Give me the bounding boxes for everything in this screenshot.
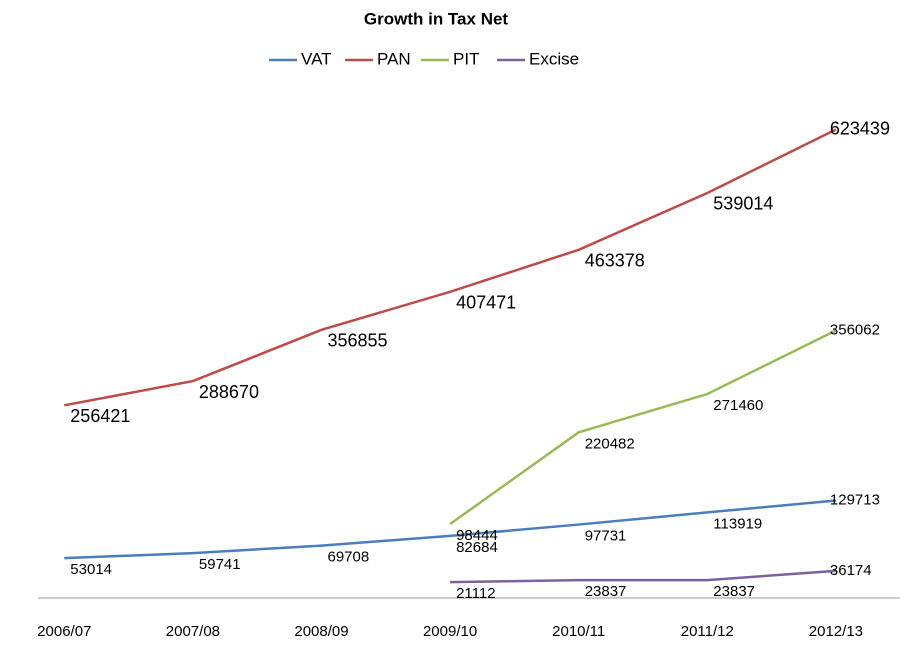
data-label: 129713	[830, 491, 880, 508]
x-tick-label: 2012/13	[809, 623, 863, 640]
x-tick-label: 2007/08	[166, 623, 220, 640]
series-line	[449, 329, 837, 526]
data-label: 36174	[830, 562, 872, 579]
data-label: 97731	[585, 528, 627, 545]
legend-label: PAN	[377, 49, 411, 68]
x-tick-label: 2008/09	[294, 623, 348, 640]
data-label: 59741	[199, 556, 241, 573]
series-line	[64, 128, 837, 407]
series-line	[450, 569, 836, 584]
data-label: 53014	[70, 561, 112, 578]
data-label: 623439	[830, 118, 890, 138]
data-label: 463378	[585, 251, 645, 271]
x-tick-label: 2009/10	[423, 623, 477, 640]
data-label: 356062	[830, 321, 880, 338]
legend-label: PIT	[453, 49, 479, 68]
data-label: 407471	[456, 293, 516, 313]
data-label: 113919	[713, 515, 762, 532]
x-tick-label: 2006/07	[37, 623, 91, 640]
chart-title: Growth in Tax Net	[364, 9, 509, 28]
series-line	[64, 499, 837, 560]
data-label: 23837	[713, 583, 755, 600]
data-label: 21112	[456, 585, 496, 602]
data-label: 356855	[328, 331, 388, 351]
data-label: 256421	[70, 406, 130, 426]
data-label: 82684	[456, 539, 498, 556]
data-label: 271460	[713, 397, 763, 414]
data-label: 288670	[199, 382, 259, 402]
data-label: 69708	[328, 549, 370, 566]
legend-label: VAT	[301, 49, 332, 68]
data-label: 220482	[585, 435, 635, 452]
x-tick-label: 2011/12	[681, 623, 734, 640]
data-label: 539014	[713, 194, 773, 214]
legend-label: Excise	[529, 49, 579, 68]
x-tick-label: 2010/11	[552, 623, 605, 640]
data-label: 23837	[585, 583, 627, 600]
data-label: 98444	[456, 527, 498, 544]
